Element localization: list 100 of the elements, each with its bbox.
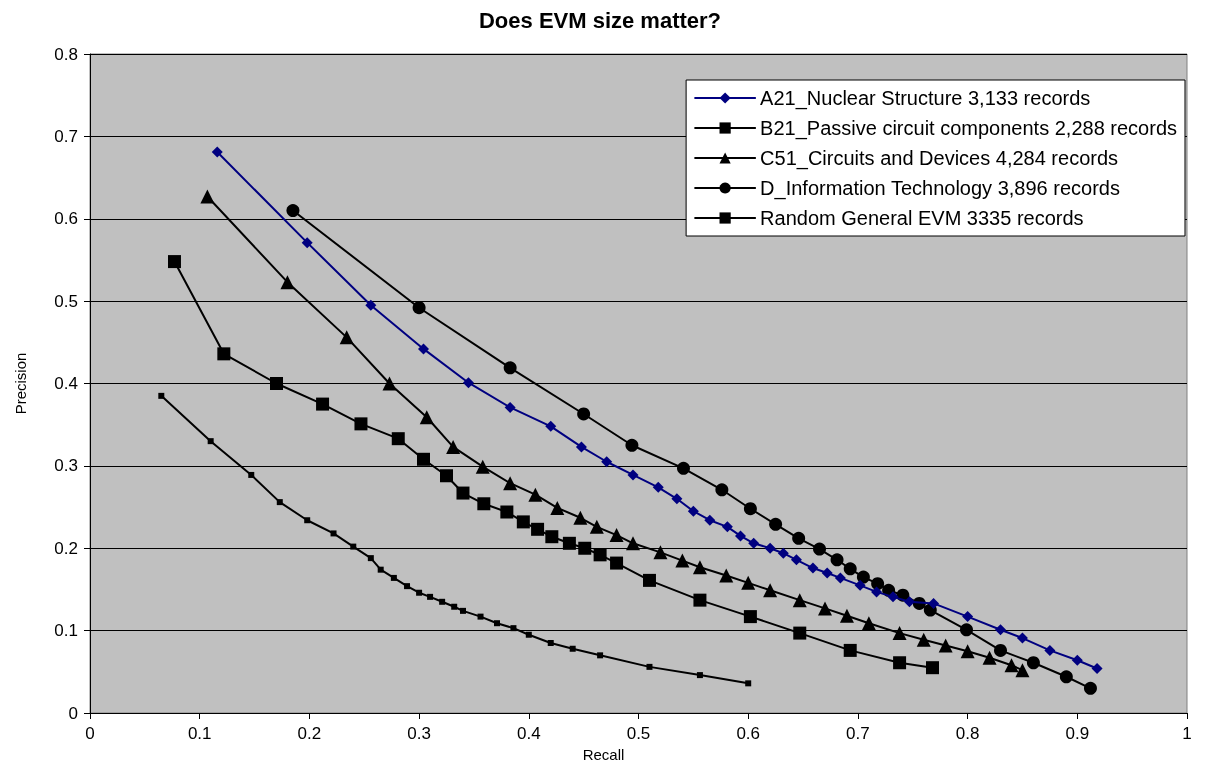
point	[792, 593, 807, 608]
point	[743, 502, 757, 516]
point	[417, 343, 429, 355]
point	[813, 542, 827, 556]
point	[391, 432, 405, 446]
point	[601, 456, 613, 468]
point	[704, 514, 716, 526]
point	[834, 572, 846, 584]
point	[531, 522, 545, 536]
point	[676, 461, 690, 475]
point	[500, 505, 514, 519]
point	[609, 528, 624, 543]
point	[330, 530, 337, 537]
point	[769, 517, 783, 531]
point	[350, 543, 357, 550]
point	[1059, 670, 1073, 684]
point	[493, 620, 500, 627]
legend-label: C51_Circuits and Devices 4,284 records	[760, 147, 1119, 170]
point	[577, 407, 591, 421]
point	[446, 439, 461, 454]
point	[269, 377, 283, 390]
y-tick-label: 0.4	[54, 374, 78, 393]
x-tick-label: 0	[85, 724, 95, 743]
y-tick-label: 0	[68, 703, 78, 723]
point	[575, 441, 587, 453]
point	[316, 397, 330, 411]
point	[839, 608, 854, 623]
point	[777, 547, 789, 559]
point	[545, 420, 557, 432]
point	[741, 575, 756, 590]
x-tick-label: 0.4	[516, 724, 541, 743]
point	[545, 530, 559, 544]
point	[456, 486, 470, 500]
point	[692, 560, 707, 575]
legend-label: D_Information Technology 3,896 records	[760, 177, 1120, 200]
point	[626, 536, 641, 551]
point	[960, 644, 975, 659]
point	[597, 652, 604, 659]
point	[578, 541, 592, 555]
point	[871, 586, 883, 598]
point	[217, 347, 231, 361]
point	[569, 645, 576, 652]
point	[427, 593, 434, 600]
point	[304, 517, 311, 524]
point	[807, 562, 819, 574]
point	[503, 476, 518, 491]
y-tick-label: 0.2	[54, 538, 78, 558]
point	[365, 299, 377, 311]
point	[280, 275, 295, 290]
point	[1083, 681, 1097, 695]
point	[451, 603, 458, 610]
point	[938, 638, 953, 653]
point	[960, 623, 973, 637]
point	[928, 597, 940, 609]
point	[573, 510, 588, 525]
point	[207, 438, 214, 445]
point	[404, 583, 411, 590]
y-tick-label: 0.6	[54, 209, 78, 229]
point	[748, 537, 760, 549]
point	[382, 376, 397, 391]
legend-label: A21_Nuclear Structure 3,133 records	[760, 87, 1091, 110]
point	[843, 562, 857, 576]
point	[745, 680, 752, 687]
point	[642, 573, 656, 587]
point	[646, 663, 653, 670]
point	[962, 611, 974, 623]
point	[627, 469, 639, 481]
point	[562, 536, 576, 550]
x-tick-label: 0.6	[736, 724, 761, 743]
point	[528, 487, 543, 502]
point	[926, 661, 939, 675]
point	[503, 361, 517, 375]
point	[893, 656, 907, 670]
point	[525, 631, 532, 638]
point	[817, 601, 832, 616]
point	[439, 598, 446, 605]
point	[354, 417, 368, 431]
point	[892, 626, 907, 641]
y-tick-label: 0.8	[54, 44, 78, 64]
point	[675, 553, 690, 568]
point	[1004, 658, 1019, 673]
point	[982, 650, 997, 665]
point	[477, 613, 484, 620]
point	[861, 616, 876, 631]
point	[1071, 654, 1083, 666]
point	[1016, 632, 1028, 644]
point	[696, 672, 703, 679]
point	[715, 483, 729, 497]
x-tick-label: 0.1	[187, 724, 212, 743]
point	[459, 607, 466, 614]
x-tick-label: 1	[1182, 724, 1192, 743]
point	[416, 589, 423, 596]
point	[625, 438, 639, 452]
x-tick-label: 0.9	[1065, 724, 1090, 743]
point	[593, 548, 607, 562]
point	[671, 493, 683, 505]
point	[200, 189, 215, 204]
point	[792, 531, 806, 545]
chart-title: Does EVM size matter?	[478, 7, 722, 33]
point	[516, 515, 530, 529]
